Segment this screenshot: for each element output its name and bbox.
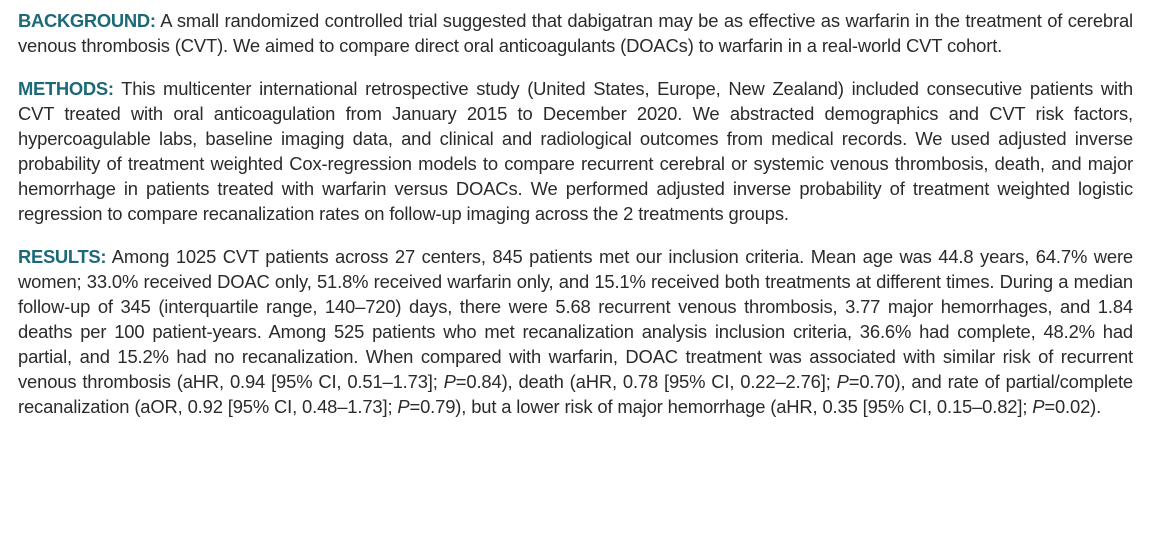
section-text: P xyxy=(1032,396,1045,417)
section-paragraph: BACKGROUND: A small randomized controlle… xyxy=(18,8,1133,58)
section-label: METHODS: xyxy=(18,78,114,99)
section-text: Among 1025 CVT patients across 27 center… xyxy=(18,246,1133,392)
section-text: =0.02). xyxy=(1044,396,1102,417)
abstract: BACKGROUND: A small randomized controlle… xyxy=(18,8,1133,437)
section-text: P xyxy=(443,371,456,392)
section-text: P xyxy=(397,396,410,417)
section-text: P xyxy=(836,371,849,392)
section-paragraph: METHODS: This multicenter international … xyxy=(18,76,1133,226)
section-paragraph: RESULTS: Among 1025 CVT patients across … xyxy=(18,244,1133,419)
section-text: A small randomized controlled trial sugg… xyxy=(18,10,1133,56)
section-text: This multicenter international retrospec… xyxy=(18,78,1133,224)
section-label: RESULTS: xyxy=(18,246,107,267)
section-label: BACKGROUND: xyxy=(18,10,156,31)
section-text: =0.70), and rate of partial/complete rec… xyxy=(18,371,1134,417)
section-text: =0.79), but a lower risk of major hemorr… xyxy=(409,396,1033,417)
section-text: =0.84), death (aHR, 0.78 [95% CI, 0.22–2… xyxy=(455,371,837,392)
